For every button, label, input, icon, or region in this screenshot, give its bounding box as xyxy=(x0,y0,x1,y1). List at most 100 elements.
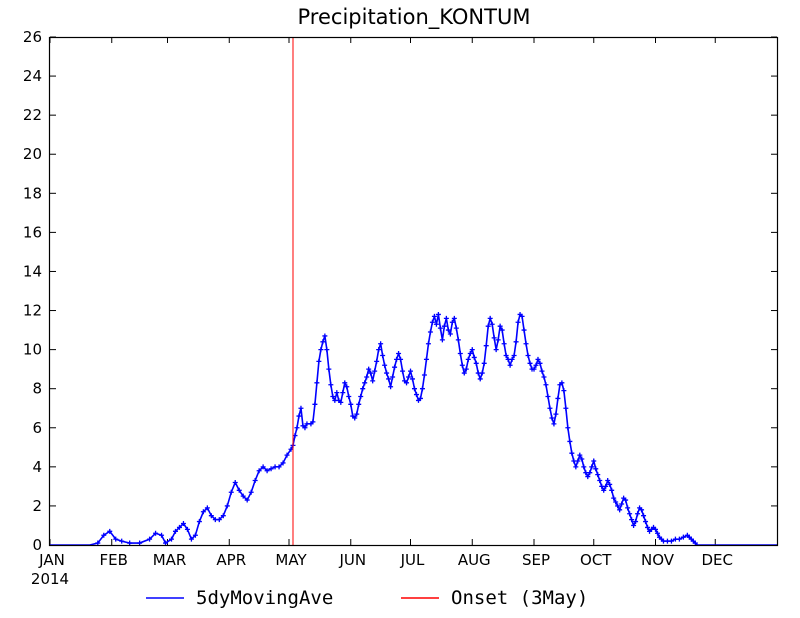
data-point xyxy=(547,405,553,411)
data-point xyxy=(406,374,412,380)
data-point xyxy=(493,347,499,353)
data-point xyxy=(236,487,242,493)
data-point xyxy=(525,352,531,358)
data-point xyxy=(280,460,286,466)
x-tick-label: FEB xyxy=(100,551,128,569)
data-point xyxy=(603,483,609,489)
data-point xyxy=(429,319,435,325)
data-point xyxy=(322,333,328,339)
y-tick-label: 4 xyxy=(32,458,42,476)
y-tick-label: 22 xyxy=(23,106,42,124)
data-point xyxy=(539,368,545,374)
data-point xyxy=(119,538,125,544)
data-point xyxy=(208,513,214,519)
data-point xyxy=(398,356,404,362)
data-point xyxy=(423,356,429,362)
data-point xyxy=(408,368,414,374)
data-point xyxy=(439,337,445,343)
data-point xyxy=(366,366,372,372)
data-point xyxy=(421,372,427,378)
data-point xyxy=(503,352,509,358)
data-point xyxy=(565,425,571,431)
data-point xyxy=(457,351,463,357)
data-point xyxy=(362,380,368,386)
data-point xyxy=(449,319,455,325)
data-point xyxy=(113,536,119,542)
data-point xyxy=(653,526,659,532)
series-5dymovingave xyxy=(50,311,777,546)
y-tick-label: 14 xyxy=(23,262,42,280)
data-point xyxy=(330,394,336,400)
data-point xyxy=(400,368,406,374)
data-point xyxy=(310,419,316,425)
data-point xyxy=(396,351,402,357)
data-point xyxy=(180,521,186,527)
data-point xyxy=(609,487,615,493)
data-point xyxy=(346,394,352,400)
data-point xyxy=(533,362,539,368)
data-point xyxy=(495,337,501,343)
data-point xyxy=(629,517,635,523)
data-point xyxy=(535,356,541,362)
data-point xyxy=(545,394,551,400)
data-point xyxy=(153,530,159,536)
data-point xyxy=(404,380,410,386)
data-point xyxy=(523,341,529,347)
data-point xyxy=(573,464,579,470)
data-point xyxy=(316,358,322,364)
data-point xyxy=(232,479,238,485)
data-point xyxy=(256,468,262,474)
data-point xyxy=(159,532,165,538)
data-point xyxy=(597,478,603,484)
data-point xyxy=(252,478,258,484)
legend: 5dyMovingAve Onset (3May) xyxy=(146,587,588,609)
data-point xyxy=(499,327,505,333)
data-point xyxy=(589,464,595,470)
data-point xyxy=(676,536,682,542)
data-point xyxy=(328,382,334,388)
data-point xyxy=(483,343,489,349)
data-point xyxy=(427,329,433,335)
data-point xyxy=(184,526,190,532)
data-point xyxy=(619,501,625,507)
data-point xyxy=(455,337,461,343)
data-point xyxy=(481,360,487,366)
data-point xyxy=(95,540,101,546)
legend-label-5dymovingave: 5dyMovingAve xyxy=(196,587,333,609)
data-point xyxy=(551,421,557,427)
data-point xyxy=(453,325,459,331)
data-point xyxy=(441,323,447,329)
data-point xyxy=(204,505,210,511)
data-point xyxy=(607,481,613,487)
data-point xyxy=(631,522,637,528)
data-point xyxy=(509,356,515,362)
data-point xyxy=(567,438,573,444)
data-point xyxy=(298,405,304,411)
data-point xyxy=(276,464,282,470)
data-point xyxy=(543,382,549,388)
data-point xyxy=(469,347,475,353)
data-point xyxy=(107,528,113,534)
data-point xyxy=(692,540,698,546)
data-point xyxy=(627,511,633,517)
y-tick-label: 20 xyxy=(23,145,42,163)
data-point xyxy=(654,530,660,536)
data-point xyxy=(437,325,443,331)
x-tick-label: AUG xyxy=(458,551,491,569)
data-point xyxy=(541,374,547,380)
data-point xyxy=(192,532,198,538)
data-point xyxy=(296,413,302,419)
x-tick-label: JAN xyxy=(38,551,65,569)
data-point xyxy=(378,341,384,347)
data-point xyxy=(390,374,396,380)
data-point xyxy=(127,540,133,546)
x-tick-label: OCT xyxy=(580,551,612,569)
data-point xyxy=(324,347,330,353)
data-point xyxy=(487,315,493,321)
data-point xyxy=(527,360,533,366)
data-point xyxy=(521,327,527,333)
data-point xyxy=(575,458,581,464)
data-point xyxy=(284,452,290,458)
data-point xyxy=(314,380,320,386)
